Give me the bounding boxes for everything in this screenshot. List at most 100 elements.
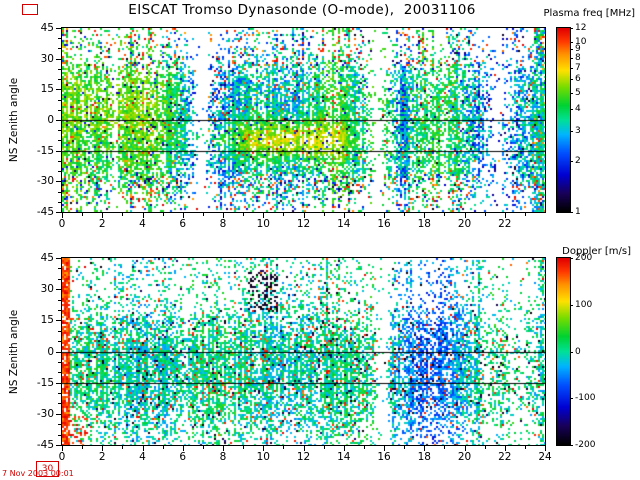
x-tick-mark [102, 446, 104, 451]
x-tick-label: 8 [219, 218, 227, 230]
colorbar-tick-mark [570, 130, 573, 132]
x-tick-mark [384, 446, 385, 451]
x-tick-label: 4 [139, 218, 146, 230]
y-minor-tick-mark [58, 341, 61, 343]
x-minor-tick-mark [323, 213, 325, 216]
x-tick-mark [504, 446, 506, 451]
x-minor-tick-mark [363, 213, 365, 216]
y-tick-mark [56, 320, 61, 322]
x-tick-label: 2 [98, 218, 106, 230]
y-minor-tick-mark [58, 424, 61, 426]
x-minor-tick-mark [82, 446, 84, 449]
y-tick-label: -15 [36, 376, 54, 389]
x-tick-label: 12 [296, 218, 311, 230]
y-tick-mark [56, 445, 61, 446]
colorbar-tick-label: 4 [575, 104, 581, 115]
y-minor-tick-mark [58, 109, 61, 111]
y-tick-label: 30 [40, 52, 54, 65]
x-tick-mark [263, 446, 265, 451]
y-tick-mark [56, 413, 61, 415]
colorbar-tick-mark [570, 304, 573, 306]
plasma-panel [61, 27, 546, 213]
y-minor-tick-mark [58, 434, 61, 436]
x-minor-tick-mark [202, 446, 204, 449]
x-tick-mark [424, 213, 426, 218]
y-tick-label: -45 [36, 439, 54, 451]
x-tick-label: 20 [457, 218, 472, 230]
x-tick-label: 6 [179, 451, 187, 463]
x-tick-mark [142, 213, 144, 218]
y-tick-mark [56, 58, 61, 60]
colorbar-tick-mark [570, 445, 573, 446]
colorbar-tick-label: -100 [575, 393, 596, 404]
y-tick-label: 0 [47, 114, 54, 126]
figure-title: EISCAT Tromso Dynasonde (O-mode), 200311… [128, 2, 476, 18]
y-minor-tick-mark [58, 330, 61, 332]
doppler-y-axis-title: NS Zenith angle [8, 309, 20, 395]
timestamp-label: 7 Nov 2003 00:01 [2, 469, 74, 478]
x-minor-tick-mark [524, 213, 526, 216]
colorbar-tick-label: 10 [575, 36, 587, 47]
plasma-colorbar-label: Plasma freq [MHz] [543, 8, 635, 19]
x-minor-tick-mark [484, 213, 486, 216]
y-tick-mark [56, 28, 61, 29]
plasma-colorbar [556, 27, 571, 213]
x-tick-mark [343, 213, 345, 218]
y-minor-tick-mark [58, 160, 61, 162]
x-tick-label: 0 [58, 218, 66, 230]
y-tick-label: -30 [36, 407, 54, 420]
colorbar-tick-mark [570, 79, 573, 81]
y-tick-mark [56, 351, 61, 353]
colorbar-tick-label: 1 [575, 207, 581, 217]
y-minor-tick-mark [58, 48, 61, 50]
doppler-heatmap-canvas [62, 258, 545, 445]
colorbar-tick-mark [570, 41, 573, 43]
x-minor-tick-mark [202, 213, 204, 216]
red-marker-top-left [22, 4, 38, 15]
colorbar-tick-label: 12 [575, 23, 587, 33]
y-minor-tick-mark [58, 68, 61, 70]
x-tick-mark [62, 446, 63, 451]
colorbar-tick-label: 6 [575, 74, 581, 85]
x-minor-tick-mark [122, 446, 124, 449]
y-minor-tick-mark [58, 201, 61, 203]
y-minor-tick-mark [58, 140, 61, 142]
x-minor-tick-mark [524, 446, 526, 449]
colorbar-tick-label: 7 [575, 62, 581, 73]
colorbar-tick-mark [570, 49, 573, 51]
y-minor-tick-mark [58, 372, 61, 374]
x-minor-tick-mark [243, 213, 245, 216]
y-minor-tick-mark [58, 278, 61, 280]
colorbar-tick-label: 3 [575, 125, 581, 136]
x-tick-mark [62, 213, 63, 218]
x-tick-mark [343, 446, 345, 451]
x-tick-label: 18 [417, 218, 431, 230]
x-tick-label: 6 [179, 218, 187, 230]
y-tick-label: 0 [47, 345, 54, 358]
y-tick-label: 15 [40, 83, 54, 96]
y-tick-mark [56, 258, 61, 259]
x-tick-label: 12 [296, 451, 311, 463]
x-tick-mark [303, 446, 305, 451]
y-tick-mark [56, 382, 61, 384]
y-tick-label: 15 [40, 314, 54, 327]
y-minor-tick-mark [58, 130, 61, 132]
cadence-box: 30 [36, 461, 59, 477]
x-tick-label: 14 [337, 451, 351, 463]
colorbar-tick-mark [570, 92, 573, 94]
colorbar-tick-label: 200 [575, 253, 593, 263]
x-tick-label: 22 [498, 218, 512, 230]
x-tick-mark [424, 446, 426, 451]
y-minor-tick-mark [58, 393, 61, 395]
x-minor-tick-mark [243, 446, 245, 449]
y-tick-mark [56, 150, 61, 152]
x-minor-tick-mark [444, 213, 446, 216]
y-minor-tick-mark [58, 403, 61, 405]
x-minor-tick-mark [82, 213, 84, 216]
x-tick-mark [182, 446, 184, 451]
x-tick-mark [303, 213, 305, 218]
x-tick-label: 4 [139, 451, 146, 463]
x-tick-mark [263, 213, 265, 218]
x-minor-tick-mark [363, 446, 365, 449]
